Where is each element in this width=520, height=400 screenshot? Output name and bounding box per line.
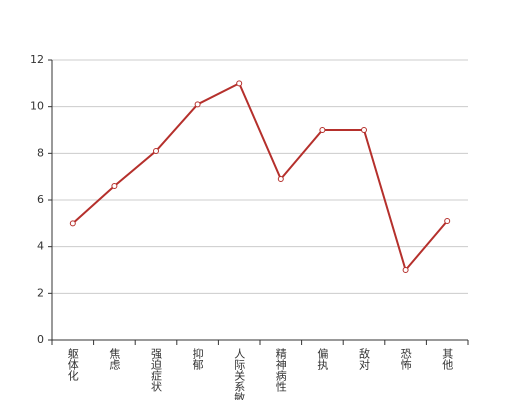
point <box>194 101 201 108</box>
y-tick-label: 10 <box>30 100 44 113</box>
point <box>69 220 76 227</box>
x-tick-label: 人际关系敏感 <box>233 348 246 400</box>
x-tick-label: 躯体化 <box>66 348 79 382</box>
x-tick-label: 敌对 <box>358 347 371 370</box>
x-tick-label: 偏执 <box>316 347 329 371</box>
x-tick-label: 精神病性 <box>274 348 287 393</box>
y-tick-label: 0 <box>37 333 44 346</box>
y-tick-label: 8 <box>37 146 44 159</box>
point <box>111 183 118 189</box>
x-tick-label: 强迫症状 <box>150 348 163 392</box>
x-tick-label: 其他 <box>441 348 454 370</box>
x-tick-label: 抑郁 <box>191 347 204 370</box>
x-tick-label: 恐怖 <box>399 348 412 370</box>
y-tick-label: 2 <box>37 286 44 299</box>
point <box>319 127 326 133</box>
point <box>277 176 284 182</box>
point <box>402 267 409 273</box>
x-tick-label: 焦虑 <box>108 348 121 370</box>
y-tick-label: 12 <box>30 53 44 66</box>
point <box>153 148 159 154</box>
y-tick-label: 4 <box>37 240 44 253</box>
y-tick-label: 6 <box>37 193 44 206</box>
point <box>361 127 367 133</box>
point <box>444 218 451 224</box>
point <box>236 80 243 87</box>
line <box>72 81 448 273</box>
